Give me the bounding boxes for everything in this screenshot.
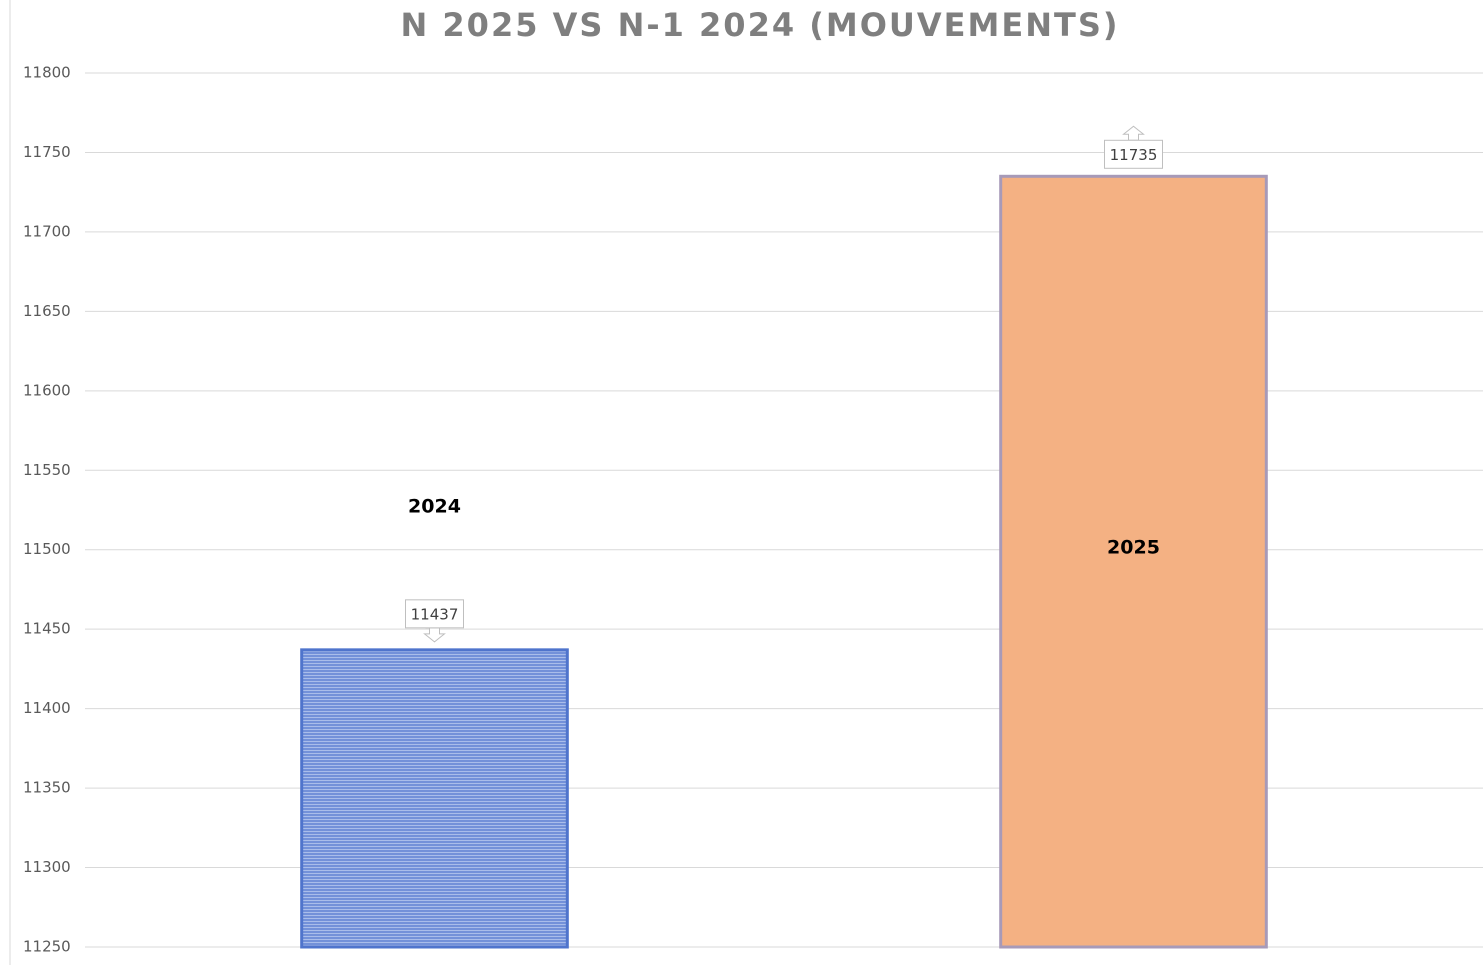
y-tick-label: 11600 bbox=[23, 381, 71, 399]
y-tick-label: 11400 bbox=[23, 699, 71, 717]
value-label: 11735 bbox=[1110, 146, 1158, 164]
callout-arrow bbox=[1122, 125, 1145, 141]
y-tick-label: 11750 bbox=[23, 143, 71, 161]
category-label: 2024 bbox=[408, 496, 461, 518]
y-tick-label: 11700 bbox=[23, 222, 71, 240]
y-tick-label: 11650 bbox=[23, 302, 71, 320]
y-tick-label: 11800 bbox=[23, 64, 71, 82]
y-tick-label: 11300 bbox=[23, 858, 71, 876]
callout-arrow bbox=[423, 627, 446, 643]
y-tick-label: 11250 bbox=[23, 938, 71, 956]
value-label: 11437 bbox=[411, 605, 459, 623]
y-tick-label: 11450 bbox=[23, 620, 71, 638]
chart-title: N 2025 VS N-1 2024 (MOUVEMENTS) bbox=[400, 6, 1119, 44]
callout-box bbox=[405, 599, 464, 629]
callout-box bbox=[1104, 139, 1163, 169]
y-tick-label: 11350 bbox=[23, 779, 71, 797]
bar bbox=[300, 648, 569, 949]
bar bbox=[999, 174, 1268, 949]
category-label: 2025 bbox=[1107, 537, 1160, 559]
y-tick-label: 11500 bbox=[23, 540, 71, 558]
y-tick-label: 11550 bbox=[23, 461, 71, 479]
